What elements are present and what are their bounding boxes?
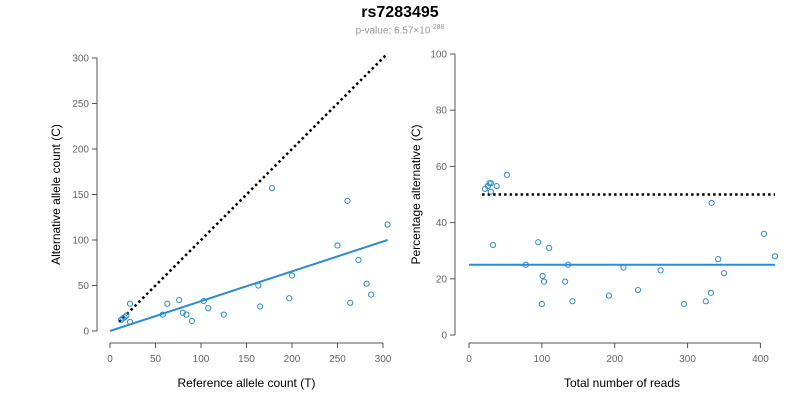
panel-2-y-tick-label: 100: [430, 50, 447, 61]
panel-2-y-tick-label: 0: [441, 331, 447, 342]
panel-1-data-point: [368, 291, 375, 298]
panel-2-data-point: [487, 188, 494, 195]
panel-1-data-point: [255, 282, 262, 289]
panel-1-y-tick-label: 50: [78, 281, 90, 292]
panel-1-data-point: [179, 309, 186, 316]
panel-2-data-point: [708, 199, 715, 207]
panel-1-data-point: [334, 242, 341, 249]
panel-1-data-point: [363, 280, 370, 287]
panel-1-data-point: [176, 296, 183, 304]
panel-1-data-point: [126, 300, 134, 307]
panel-1-data-point: [126, 318, 134, 325]
p-value-text: p-value: 6.57×10: [355, 25, 431, 37]
panel-2-data-point: [522, 261, 529, 268]
panel-2-y-axis-label: Percentage alternative (C): [409, 124, 423, 264]
panel-2-data-point: [605, 292, 612, 299]
panel-2-data-point: [760, 230, 768, 237]
panel-1-data-point: [268, 185, 276, 192]
panel-2-x-tick-label: 100: [534, 354, 551, 365]
panel-1-fit-line: [109, 239, 388, 332]
panel-2-data-point: [564, 261, 572, 268]
panel-1-x-tick-label: 50: [150, 354, 162, 365]
panel-1-data-point: [159, 311, 166, 318]
panel-1-y-tick-label: 100: [72, 236, 89, 247]
panel-1-reference-line: [118, 52, 389, 323]
panel-2-y-tick-label: 40: [436, 218, 448, 229]
panel-2-y-tick-label: 20: [436, 274, 448, 285]
panel-2-data-point: [620, 264, 627, 271]
panel-2-x-tick-label: 200: [606, 354, 623, 365]
panel-1-data-point: [344, 197, 351, 204]
panel-1-x-axis-label: Reference allele count (T): [177, 376, 315, 390]
panel-2-x-axis-label: Total number of reads: [564, 376, 680, 390]
panel-1-data-point: [205, 305, 212, 312]
chart-title: rs7283495: [361, 4, 439, 21]
panel-2-data-point: [707, 289, 714, 296]
panel-1-x-tick-label: 200: [284, 354, 301, 365]
panel-1-data-point: [164, 300, 171, 307]
panel-1-data-point: [121, 314, 128, 321]
panel-2-data-point: [634, 286, 642, 294]
panel-2-data-point: [539, 272, 546, 280]
panel-2-data-point: [540, 278, 548, 285]
panel-1-y-tick-label: 150: [72, 190, 89, 201]
panel-1-data-point: [355, 256, 362, 264]
panel-2-y-tick-label: 80: [436, 106, 448, 117]
panel-1-y-tick-label: 0: [83, 327, 89, 338]
panel-2-data-point: [702, 298, 709, 305]
panel-1-y-tick-label: 250: [72, 99, 89, 110]
panel-1-x-tick-label: 150: [238, 354, 255, 365]
panel-2-data-point: [562, 278, 569, 285]
panel-1-data-point: [220, 311, 227, 318]
panel-1-data-point: [347, 299, 354, 306]
panel-2-data-point: [720, 270, 728, 277]
panel-1-x-tick-label: 250: [329, 354, 346, 365]
panel-1-data-point: [123, 312, 130, 319]
panel-1-data-point: [188, 317, 195, 325]
panel-1-data-point: [200, 297, 207, 305]
panel-2-x-tick-label: 0: [466, 354, 472, 365]
panel-2-data-point: [680, 300, 688, 308]
p-value-exponent: -288: [430, 24, 445, 31]
panel-1-y-axis-label: Alternative allele count (C): [49, 124, 63, 265]
panel-2-data-point: [657, 267, 664, 274]
panel-2-data-point: [569, 298, 576, 305]
panel-1-x-tick-label: 100: [193, 354, 210, 365]
panel-2-data-point: [489, 241, 497, 249]
panel-1-data-point: [286, 295, 293, 302]
panel-2-data-point: [538, 300, 545, 308]
panel-2-data-point: [535, 239, 542, 246]
panel-2-data-point: [487, 180, 494, 187]
panel-1-y-tick-label: 200: [72, 145, 89, 156]
panel-1-x-tick-label: 0: [107, 354, 113, 365]
panel-2-data-point: [771, 253, 779, 260]
panel-2-y-tick-label: 60: [436, 162, 448, 173]
panel-2-data-point: [503, 171, 510, 178]
panel-1-y-tick-label: 300: [72, 54, 89, 65]
chart-subtitle: p-value: 6.57×10-288: [0, 24, 800, 36]
panel-2-data-point: [546, 244, 553, 251]
panel-1-data-point: [183, 311, 190, 318]
panel-1-x-tick-label: 300: [375, 354, 392, 365]
panel-1-data-point: [384, 221, 391, 228]
panel-1-data-point: [288, 272, 296, 279]
panel-2-data-point: [715, 256, 722, 263]
panel-2-x-tick-label: 300: [679, 354, 696, 365]
panel-2-x-tick-label: 400: [752, 354, 769, 365]
panel-1-data-point: [257, 303, 264, 310]
panel-2-data-point: [493, 182, 500, 190]
